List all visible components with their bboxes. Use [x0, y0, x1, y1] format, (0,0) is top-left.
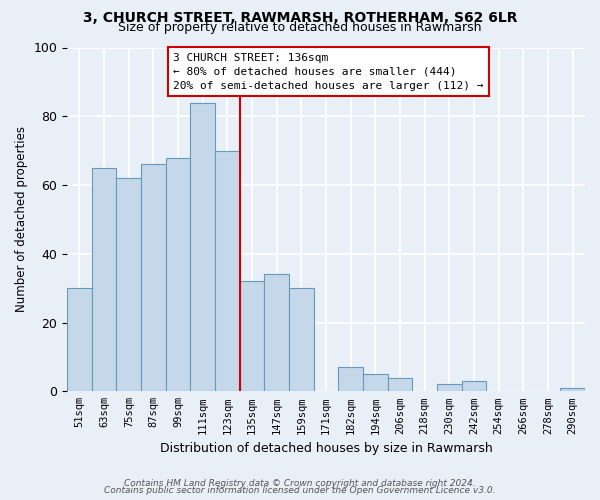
Text: 3, CHURCH STREET, RAWMARSH, ROTHERHAM, S62 6LR: 3, CHURCH STREET, RAWMARSH, ROTHERHAM, S…: [83, 11, 517, 25]
Text: 3 CHURCH STREET: 136sqm
← 80% of detached houses are smaller (444)
20% of semi-d: 3 CHURCH STREET: 136sqm ← 80% of detache…: [173, 52, 484, 90]
Y-axis label: Number of detached properties: Number of detached properties: [15, 126, 28, 312]
Bar: [437, 384, 462, 392]
Bar: [462, 381, 487, 392]
Bar: [141, 164, 166, 392]
X-axis label: Distribution of detached houses by size in Rawmarsh: Distribution of detached houses by size …: [160, 442, 493, 455]
Bar: [166, 158, 190, 392]
Bar: [240, 282, 265, 392]
Bar: [265, 274, 289, 392]
Text: Size of property relative to detached houses in Rawmarsh: Size of property relative to detached ho…: [118, 21, 482, 34]
Bar: [215, 150, 240, 392]
Text: Contains HM Land Registry data © Crown copyright and database right 2024.: Contains HM Land Registry data © Crown c…: [124, 478, 476, 488]
Bar: [67, 288, 92, 392]
Text: Contains public sector information licensed under the Open Government Licence v3: Contains public sector information licen…: [104, 486, 496, 495]
Bar: [289, 288, 314, 392]
Bar: [388, 378, 412, 392]
Bar: [116, 178, 141, 392]
Bar: [92, 168, 116, 392]
Bar: [560, 388, 585, 392]
Bar: [363, 374, 388, 392]
Bar: [190, 102, 215, 392]
Bar: [338, 367, 363, 392]
